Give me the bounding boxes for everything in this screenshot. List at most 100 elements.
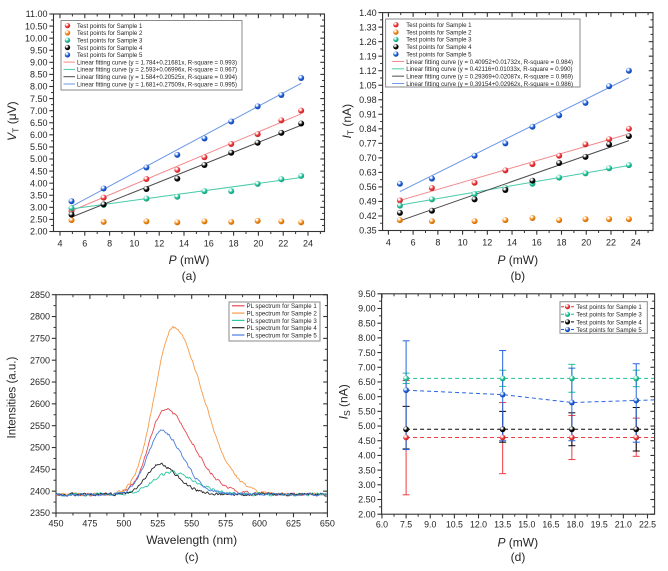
svg-text:0.42: 0.42 [359, 211, 377, 221]
svg-text:10: 10 [129, 239, 139, 249]
svg-text:0.98: 0.98 [359, 95, 377, 105]
svg-text:7.5: 7.5 [400, 520, 412, 530]
svg-text:16: 16 [204, 239, 214, 249]
svg-text:21.0: 21.0 [615, 520, 632, 530]
svg-text:0.91: 0.91 [359, 109, 377, 119]
svg-text:14: 14 [507, 238, 517, 248]
svg-text:Test points for Sample 2: Test points for Sample 2 [406, 29, 472, 36]
svg-text:4.00: 4.00 [30, 178, 48, 188]
svg-text:12: 12 [482, 238, 492, 248]
svg-text:2550: 2550 [30, 421, 50, 431]
svg-text:P (mW): P (mW) [497, 536, 538, 550]
svg-text:9.00: 9.00 [358, 304, 376, 314]
svg-text:1.33: 1.33 [359, 22, 377, 32]
svg-text:0.56: 0.56 [359, 182, 377, 192]
svg-text:Test points for Sample 1: Test points for Sample 1 [406, 22, 472, 29]
svg-text:2.50: 2.50 [30, 215, 48, 225]
svg-text:VT (μV): VT (μV) [5, 101, 21, 141]
svg-text:8.50: 8.50 [358, 318, 376, 328]
svg-text:Test points for Sample 3: Test points for Sample 3 [576, 312, 642, 319]
svg-text:Linear fitting curve (y = 1.78: Linear fitting curve (y = 1.784+0.21681x… [77, 59, 237, 66]
svg-text:Test points for Sample 5: Test points for Sample 5 [77, 52, 143, 59]
svg-text:P (mW): P (mW) [497, 253, 538, 267]
svg-text:18.0: 18.0 [567, 520, 584, 530]
svg-text:24: 24 [303, 239, 313, 249]
svg-text:18: 18 [229, 239, 239, 249]
svg-text:500: 500 [116, 518, 131, 528]
svg-text:PL spectrum for Sample 1: PL spectrum for Sample 1 [247, 303, 318, 310]
svg-text:7.00: 7.00 [358, 362, 376, 372]
svg-text:20: 20 [581, 238, 591, 248]
svg-text:4.50: 4.50 [358, 436, 376, 446]
svg-text:9.00: 9.00 [30, 58, 48, 68]
svg-text:Wavelength (nm): Wavelength (nm) [146, 533, 237, 547]
svg-text:IS (nA): IS (nA) [337, 384, 353, 419]
svg-text:Test points for Sample 4: Test points for Sample 4 [576, 319, 642, 326]
svg-text:4: 4 [386, 238, 391, 248]
svg-text:9.50: 9.50 [30, 45, 48, 55]
svg-text:PL spectrum for Sample 3: PL spectrum for Sample 3 [247, 318, 318, 325]
svg-text:1.40: 1.40 [359, 8, 377, 18]
svg-text:Linear fitting curve (y = 0.40: Linear fitting curve (y = 0.40952+0.0173… [406, 59, 573, 66]
svg-text:PL spectrum for Sample 4: PL spectrum for Sample 4 [247, 325, 318, 332]
svg-text:0.84: 0.84 [359, 124, 377, 134]
svg-text:525: 525 [150, 518, 165, 528]
svg-text:6.50: 6.50 [358, 377, 376, 387]
svg-text:2.00: 2.00 [358, 509, 376, 519]
svg-text:16.5: 16.5 [542, 520, 559, 530]
svg-text:3.00: 3.00 [358, 480, 376, 490]
svg-text:9.0: 9.0 [424, 520, 436, 530]
svg-text:(c): (c) [185, 550, 199, 564]
svg-text:6: 6 [411, 238, 416, 248]
svg-text:22: 22 [606, 238, 616, 248]
svg-text:Linear fitting curve (y = 0.42: Linear fitting curve (y = 0.42116+0.0103… [406, 66, 572, 73]
svg-text:550: 550 [184, 518, 199, 528]
svg-text:4.50: 4.50 [30, 166, 48, 176]
svg-text:2.50: 2.50 [358, 495, 376, 505]
svg-text:20: 20 [253, 239, 263, 249]
svg-text:18: 18 [557, 238, 567, 248]
svg-text:PL spectrum for Sample 2: PL spectrum for Sample 2 [247, 311, 318, 318]
svg-text:Test points for Sample 5: Test points for Sample 5 [406, 51, 472, 58]
svg-text:6.00: 6.00 [358, 392, 376, 402]
svg-text:0.77: 0.77 [359, 139, 377, 149]
svg-text:(d): (d) [511, 550, 526, 564]
svg-text:Linear fitting curve (y = 0.39: Linear fitting curve (y = 0.39154+0.0296… [406, 81, 573, 88]
svg-text:2400: 2400 [30, 486, 50, 496]
svg-text:0.49: 0.49 [359, 197, 377, 207]
svg-text:10.00: 10.00 [25, 33, 48, 43]
svg-text:1.26: 1.26 [359, 37, 377, 47]
svg-text:5.00: 5.00 [30, 154, 48, 164]
svg-text:Linear fitting curve (y = 2.59: Linear fitting curve (y = 2.593+0.06996x… [77, 67, 237, 74]
svg-text:4: 4 [57, 239, 62, 249]
svg-text:7.50: 7.50 [358, 348, 376, 358]
svg-text:(a): (a) [182, 269, 197, 283]
svg-text:625: 625 [286, 518, 301, 528]
svg-text:0.70: 0.70 [359, 153, 377, 163]
svg-text:12: 12 [154, 239, 164, 249]
svg-text:10.5: 10.5 [446, 520, 463, 530]
svg-text:5.00: 5.00 [358, 421, 376, 431]
svg-text:3.00: 3.00 [30, 203, 48, 213]
svg-text:8.00: 8.00 [358, 333, 376, 343]
svg-text:Test points for Sample 5: Test points for Sample 5 [576, 327, 642, 334]
svg-text:22: 22 [278, 239, 288, 249]
svg-text:2.00: 2.00 [30, 227, 48, 237]
svg-text:Test points for Sample 4: Test points for Sample 4 [406, 44, 472, 51]
svg-text:450: 450 [48, 518, 63, 528]
svg-text:2850: 2850 [30, 290, 50, 300]
svg-text:3.50: 3.50 [358, 465, 376, 475]
svg-text:19.5: 19.5 [591, 520, 608, 530]
svg-text:8.00: 8.00 [30, 82, 48, 92]
svg-text:16: 16 [532, 238, 542, 248]
svg-text:Test points for Sample 3: Test points for Sample 3 [406, 37, 472, 44]
svg-text:8: 8 [107, 239, 112, 249]
svg-text:6.00: 6.00 [30, 130, 48, 140]
svg-text:600: 600 [252, 518, 267, 528]
svg-text:4.00: 4.00 [358, 451, 376, 461]
svg-text:8: 8 [435, 238, 440, 248]
svg-text:12.0: 12.0 [470, 520, 487, 530]
svg-text:7.50: 7.50 [30, 94, 48, 104]
svg-text:Test points for Sample 1: Test points for Sample 1 [576, 304, 642, 311]
svg-text:5.50: 5.50 [30, 142, 48, 152]
